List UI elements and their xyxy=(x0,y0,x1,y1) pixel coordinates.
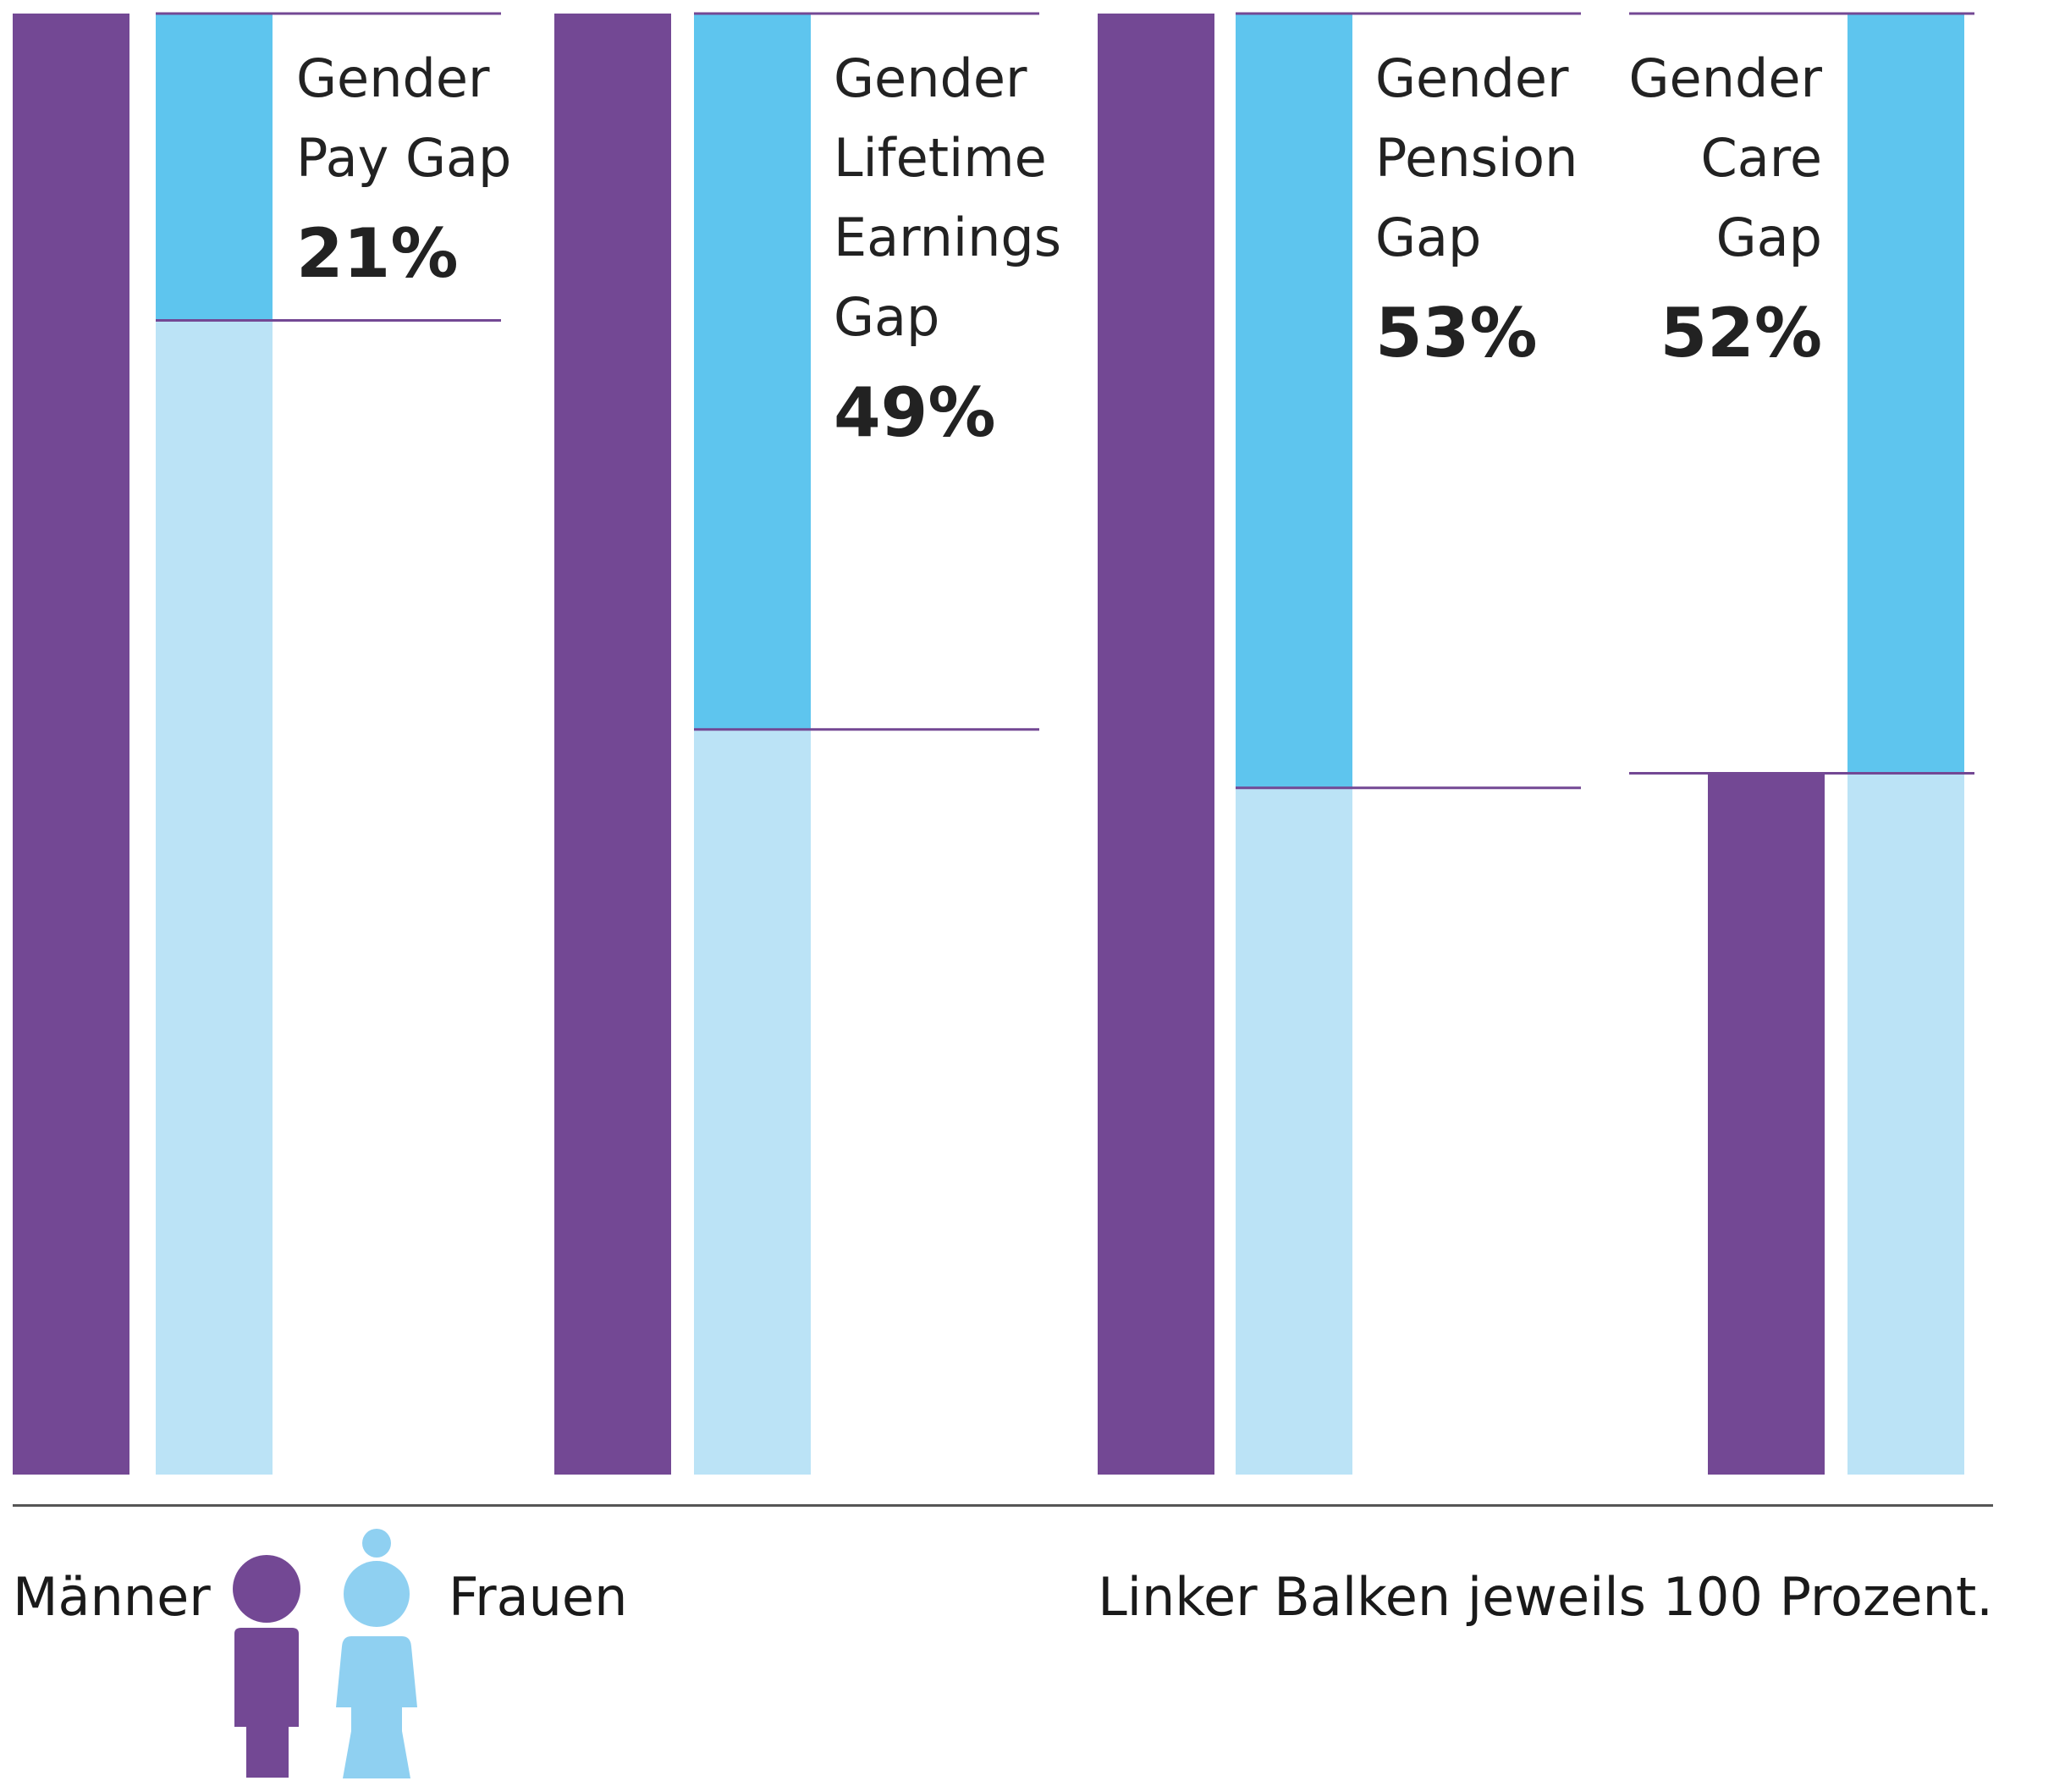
gap-label: Gender Pay Gap 21% xyxy=(296,39,511,295)
men-bar xyxy=(13,14,129,1475)
gap-value-label: 49% xyxy=(834,373,996,452)
women-gap-segment xyxy=(1236,14,1352,788)
men-bar xyxy=(554,14,671,1475)
gap-label-line: Lifetime xyxy=(834,127,1047,189)
legend-women-label: Frauen xyxy=(449,1566,628,1628)
women-gap-segment xyxy=(694,14,811,730)
gap-label: Gender Pension Gap 53% xyxy=(1375,39,1578,374)
gap-label-line: Gap xyxy=(834,286,940,348)
women-bar xyxy=(694,729,811,1475)
gap-label-line: Gender xyxy=(1628,47,1822,109)
gap-label: Gender Care Gap 52% xyxy=(1629,39,1822,374)
baseline-divider xyxy=(13,1504,1993,1507)
women-gap-segment xyxy=(1847,14,1964,774)
gap-label-line: Gap xyxy=(1375,207,1482,268)
gap-bar-chart xyxy=(13,12,1974,1475)
gap-value-label: 21% xyxy=(296,214,459,293)
gap-value-label: 52% xyxy=(1660,294,1822,372)
women-bar xyxy=(1847,773,1964,1475)
gap-label-line: Earnings xyxy=(834,207,1062,268)
gap-label-line: Gender xyxy=(834,47,1027,109)
footnote: Linker Balken jeweils 100 Prozent. xyxy=(1098,1566,1993,1628)
woman-icon xyxy=(336,1529,417,1778)
gap-label-line: Gap xyxy=(1715,207,1822,268)
men-bar xyxy=(1708,773,1825,1475)
women-bar xyxy=(156,320,273,1475)
legend-men-label: Männer xyxy=(13,1566,211,1628)
gap-value-label: 53% xyxy=(1375,294,1538,372)
women-bar xyxy=(1236,787,1352,1475)
men-bar xyxy=(1098,14,1214,1475)
gap-label-line: Care xyxy=(1700,127,1822,189)
man-icon xyxy=(233,1555,300,1778)
gap-label-line: Gender xyxy=(1375,47,1569,109)
gap-label-line: Pension xyxy=(1375,127,1578,189)
women-gap-segment xyxy=(156,14,273,321)
gap-label-line: Gender xyxy=(296,47,490,109)
gap-label: Gender Lifetime Earnings Gap 49% xyxy=(834,39,1061,454)
gap-label-line: Pay Gap xyxy=(296,127,512,189)
